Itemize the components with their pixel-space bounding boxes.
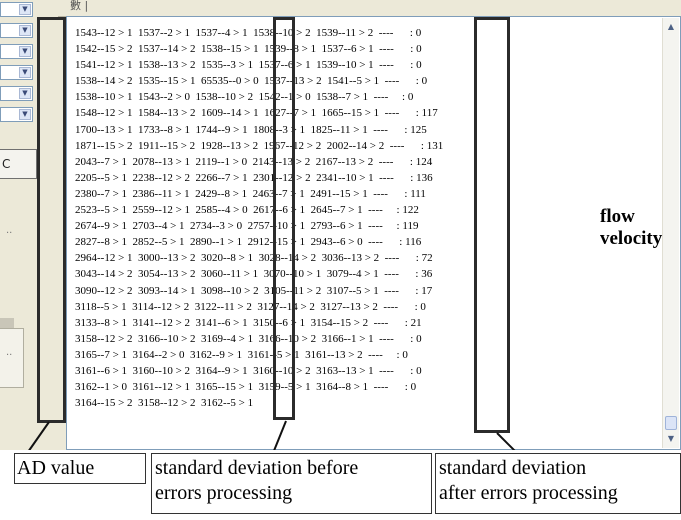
log-line: 2205--5 > 1 2238--12 > 2 2266--7 > 1 230… bbox=[75, 171, 433, 184]
chevron-down-icon: ▼ bbox=[19, 109, 31, 120]
scroll-up-icon[interactable]: ▲ bbox=[667, 22, 675, 31]
log-line: 1541--12 > 1 1538--13 > 2 1535--3 > 1 15… bbox=[75, 59, 422, 72]
log-line: 1548--12 > 1 1584--13 > 2 1609--14 > 1 1… bbox=[75, 107, 438, 120]
flow-velocity-text: flow velocity bbox=[600, 206, 663, 249]
ad-value-label: AD value bbox=[14, 453, 146, 484]
log-line: 3043--14 > 2 3054--13 > 2 3060--11 > 1 3… bbox=[75, 268, 433, 281]
log-line: 2827--8 > 1 2852--5 > 1 2890--1 > 1 2912… bbox=[75, 236, 422, 249]
group-title: 數 | bbox=[70, 0, 89, 12]
side-dots-2: ·· bbox=[6, 350, 13, 361]
scroll-thumb[interactable] bbox=[665, 416, 677, 430]
log-line: 3090--12 > 2 3093--14 > 1 3098--10 > 2 3… bbox=[75, 284, 433, 297]
log-line: 3133--8 > 1 3141--12 > 2 3141--6 > 1 315… bbox=[75, 316, 422, 329]
left-control-panel: ▼ ▼ ▼ ▼ ▼ ▼ C ·· ·· bbox=[0, 0, 59, 450]
log-line: 3118--5 > 1 3114--12 > 2 3122--11 > 2 31… bbox=[75, 300, 426, 313]
log-line: 1700--13 > 1 1733--8 > 1 1744--9 > 1 180… bbox=[75, 123, 427, 136]
log-line: 2523--5 > 1 2559--12 > 1 2585--4 > 0 261… bbox=[75, 204, 419, 217]
chevron-down-icon: ▼ bbox=[19, 25, 31, 36]
log-line: 2043--7 > 1 2078--13 > 1 2119--1 > 0 214… bbox=[75, 155, 433, 168]
annotation-panel: AD value standard deviation before error… bbox=[0, 450, 681, 520]
flow-velocity-label: flow velocity bbox=[600, 206, 662, 250]
side-frame bbox=[0, 328, 24, 388]
log-line: 1538--10 > 1 1543--2 > 0 1538--10 > 2 15… bbox=[75, 91, 414, 104]
side-dots-1: ·· bbox=[6, 228, 13, 239]
dropdown-6[interactable]: ▼ bbox=[0, 107, 33, 122]
log-line: 2674--9 > 1 2703--4 > 1 2734--3 > 0 2757… bbox=[75, 220, 419, 233]
log-line: 3161--6 > 1 3160--10 > 2 3164--9 > 1 316… bbox=[75, 364, 422, 377]
dropdown-4[interactable]: ▼ bbox=[0, 65, 33, 80]
chevron-down-icon: ▼ bbox=[19, 46, 31, 57]
std-after-label: standard deviation after errors processi… bbox=[435, 453, 681, 514]
side-button-label: C bbox=[2, 157, 11, 171]
log-line: 3162--1 > 0 3161--12 > 1 3165--15 > 1 31… bbox=[75, 381, 417, 394]
log-line: 3164--15 > 2 3158--12 > 2 3162--5 > 1 bbox=[75, 397, 254, 410]
log-line: 1543--12 > 1 1537--2 > 1 1537--4 > 1 153… bbox=[75, 27, 422, 39]
chevron-down-icon: ▼ bbox=[19, 67, 31, 78]
log-line: 3158--12 > 2 3166--10 > 2 3169--4 > 1 31… bbox=[75, 332, 422, 345]
std-before-label: standard deviation before errors process… bbox=[151, 453, 432, 514]
scroll-down-icon[interactable]: ▼ bbox=[667, 434, 675, 443]
vertical-scrollbar[interactable]: ▲ ▼ bbox=[662, 18, 679, 448]
dropdown-1[interactable]: ▼ bbox=[0, 2, 33, 17]
side-button[interactable]: C bbox=[0, 149, 37, 179]
data-log-lines: 1543--12 > 1 1537--2 > 1 1537--4 > 1 153… bbox=[75, 25, 655, 411]
dropdown-2[interactable]: ▼ bbox=[0, 23, 33, 38]
group-title-strip: 數 | bbox=[58, 0, 681, 17]
data-log-textarea[interactable]: 1543--12 > 1 1537--2 > 1 1537--4 > 1 153… bbox=[66, 16, 681, 450]
chevron-down-icon: ▼ bbox=[19, 88, 31, 99]
log-line: 1538--14 > 2 1535--15 > 1 65535--0 > 0 1… bbox=[75, 75, 428, 88]
log-line: 3165--7 > 1 3164--2 > 0 3162--9 > 1 3161… bbox=[75, 348, 408, 361]
log-line: 1871--15 > 2 1911--15 > 2 1928--13 > 2 1… bbox=[75, 139, 444, 152]
log-line: 1542--15 > 2 1537--14 > 2 1538--15 > 1 1… bbox=[75, 43, 422, 56]
log-line: 2964--12 > 1 3000--13 > 2 3020--8 > 1 30… bbox=[75, 252, 433, 265]
log-line: 2380--7 > 1 2386--11 > 1 2429--8 > 1 246… bbox=[75, 187, 426, 200]
dropdown-3[interactable]: ▼ bbox=[0, 44, 33, 59]
chevron-down-icon: ▼ bbox=[19, 4, 31, 15]
dropdown-5[interactable]: ▼ bbox=[0, 86, 33, 101]
